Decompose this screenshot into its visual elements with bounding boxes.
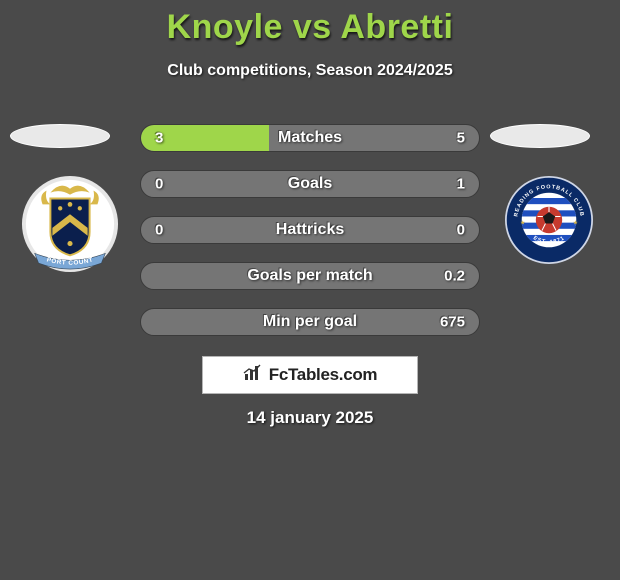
watermark: FcTables.com — [202, 356, 418, 394]
stat-bar-right-value: 1 — [457, 176, 465, 193]
page-title: Knoyle vs Abretti — [0, 8, 620, 47]
stat-bar-name: Min per goal — [263, 313, 357, 331]
watermark-text: FcTables.com — [269, 365, 378, 385]
subtitle: Club competitions, Season 2024/2025 — [0, 62, 620, 80]
stat-bar: Min per goal 675 — [140, 308, 480, 336]
club-badge-right: READING FOOTBALL CLUB EST. 1871 ★ ★ — [505, 176, 593, 264]
stat-bar-name: Hattricks — [276, 221, 344, 239]
stat-bar-left-value: 0 — [155, 176, 163, 193]
stat-bar: Hattricks 0 0 — [140, 216, 480, 244]
stat-bar: Goals 0 1 — [140, 170, 480, 198]
date-text: 14 january 2025 — [0, 408, 620, 428]
stat-bar: Matches 3 5 — [140, 124, 480, 152]
club-badge-left: PORT COUNT — [21, 175, 119, 273]
player-photo-placeholder-right — [490, 124, 590, 148]
stat-bar-left-value: 3 — [155, 130, 163, 147]
stat-bar-right-value: 675 — [440, 314, 465, 331]
svg-text:★: ★ — [573, 219, 579, 226]
stat-bar-right-value: 0.2 — [444, 268, 465, 285]
stat-bar-name: Matches — [278, 129, 342, 147]
svg-text:★: ★ — [520, 219, 526, 226]
stat-bar-name: Goals per match — [247, 267, 372, 285]
stat-bar: Goals per match 0.2 — [140, 262, 480, 290]
player-photo-placeholder-left — [10, 124, 110, 148]
stat-bar-right-value: 5 — [457, 130, 465, 147]
stat-bar-name: Goals — [288, 175, 332, 193]
stat-bar-left-value: 0 — [155, 222, 163, 239]
stat-bar-right-value: 0 — [457, 222, 465, 239]
chart-icon — [243, 364, 263, 387]
